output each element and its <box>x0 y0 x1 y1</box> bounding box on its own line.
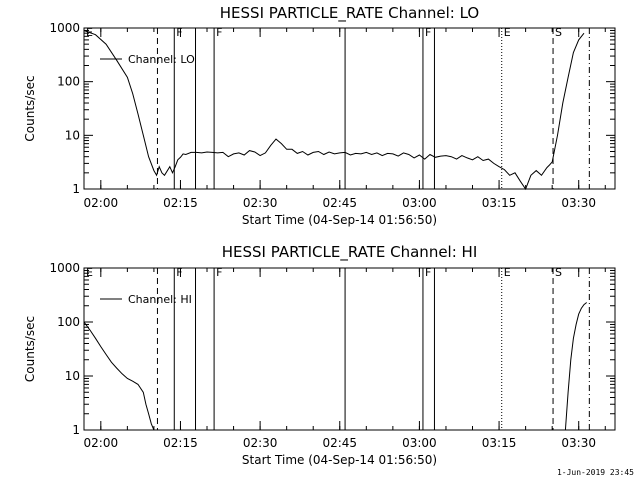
y-tick-label: 100 <box>57 75 80 89</box>
x-tick-label: 03:15 <box>482 436 517 450</box>
chart-title: HESSI PARTICLE_RATE Channel: LO <box>220 4 479 23</box>
x-tick-label: 02:45 <box>322 436 357 450</box>
y-tick-label: 1 <box>72 423 80 437</box>
x-tick-label: 03:15 <box>482 196 517 210</box>
event-marker-label: F <box>425 266 431 279</box>
y-tick-label: 10 <box>65 128 80 142</box>
chart-title: HESSI PARTICLE_RATE Channel: HI <box>222 243 478 262</box>
y-tick-label: 1000 <box>49 261 80 275</box>
legend-label: Channel: LO <box>128 53 195 66</box>
x-axis-label: Start Time (04-Sep-14 01:56:50) <box>242 213 437 227</box>
event-marker-label: F <box>216 266 222 279</box>
event-marker-label: F <box>176 266 182 279</box>
event-marker-label: S <box>555 26 562 39</box>
y-tick-label: 10 <box>65 369 80 383</box>
event-marker-label: F <box>425 26 431 39</box>
x-tick-label: 02:00 <box>84 196 119 210</box>
x-tick-label: 03:30 <box>561 196 596 210</box>
y-tick-label: 1 <box>72 182 80 196</box>
y-tick-label: 1000 <box>49 21 80 35</box>
x-tick-label: 02:15 <box>163 196 198 210</box>
footer-date: 1-Jun-2019 23:45 <box>556 468 634 477</box>
x-tick-label: 03:00 <box>402 196 437 210</box>
legend-label: Channel: HI <box>128 293 192 306</box>
x-tick-label: 02:15 <box>163 436 198 450</box>
x-tick-label: 03:30 <box>561 436 596 450</box>
event-marker-label: E <box>504 266 511 279</box>
event-marker-label: E <box>86 266 93 279</box>
panel-channel-hi: HESSI PARTICLE_RATE Channel: HI 1 10 100 100… <box>23 243 616 467</box>
x-axis-label: Start Time (04-Sep-14 01:56:50) <box>242 453 437 467</box>
x-tick-label: 02:00 <box>84 436 119 450</box>
x-tick-label: 02:30 <box>243 436 278 450</box>
y-axis-label: Counts/sec <box>23 316 37 382</box>
y-axis-label: Counts/sec <box>23 75 37 141</box>
panel-channel-lo: HESSI PARTICLE_RATE Channel: LO 1 10 100 100… <box>23 4 616 227</box>
plot-frame <box>83 27 616 190</box>
event-marker-label: S <box>555 266 562 279</box>
x-tick-label: 03:00 <box>402 436 437 450</box>
event-marker-label: F <box>216 26 222 39</box>
x-tick-label: 02:45 <box>322 196 357 210</box>
series-line <box>83 302 588 431</box>
series-line <box>83 30 585 191</box>
y-tick-label: 100 <box>57 315 80 329</box>
event-marker-label: E <box>504 26 511 39</box>
x-tick-label: 02:30 <box>243 196 278 210</box>
event-marker-label: F <box>176 26 182 39</box>
